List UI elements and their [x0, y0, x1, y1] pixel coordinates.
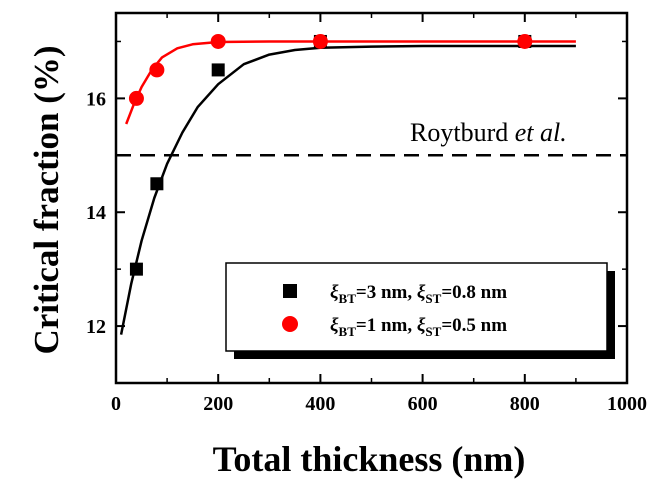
data-point-s2-3 — [312, 33, 328, 49]
data-points-layer — [128, 33, 533, 276]
x-tick-label-3: 600 — [408, 393, 438, 415]
legend-box — [225, 262, 608, 352]
y-tick-label-0: 12 — [86, 316, 106, 338]
x-tick-label-1: 200 — [203, 393, 233, 415]
reference-line-label: Roytburd et al. — [410, 118, 567, 147]
legend-label-series-1: ξBT=3 nm, ξST=0.8 nm — [330, 282, 507, 306]
x-tick-label-0: 0 — [111, 393, 121, 415]
x-tick-label-5: 1000 — [607, 393, 647, 415]
data-point-s1-0 — [129, 262, 143, 276]
legend-marker-square — [283, 284, 297, 298]
x-tick-label-2: 400 — [305, 393, 335, 415]
legend-label-series-2: ξBT=1 nm, ξST=0.5 nm — [330, 315, 507, 339]
data-point-s1-2 — [211, 63, 225, 77]
data-point-s2-0 — [128, 90, 144, 106]
data-point-s2-1 — [149, 62, 165, 78]
data-point-s1-1 — [150, 177, 164, 191]
y-tick-label-2: 16 — [86, 88, 106, 110]
legend: ξBT=3 nm, ξST=0.8 nm ξBT=1 nm, ξST=0.5 n… — [225, 262, 615, 359]
y-tick-label-1: 14 — [86, 202, 106, 224]
fit-curve-series-2 — [125, 40, 576, 125]
y-axis-title: Critical fraction (%) — [27, 45, 66, 354]
x-tick-label-4: 800 — [510, 393, 540, 415]
axes-layer: 0 200 400 600 800 1000 12 14 16 — [86, 11, 647, 415]
x-axis-title: Total thickness (nm) — [213, 439, 526, 479]
fit-curves-layer — [119, 40, 576, 335]
legend-marker-circle — [282, 316, 298, 332]
fit-curve-series-1 — [119, 44, 576, 335]
data-point-s2-4 — [517, 33, 533, 49]
data-point-s2-2 — [210, 33, 226, 49]
